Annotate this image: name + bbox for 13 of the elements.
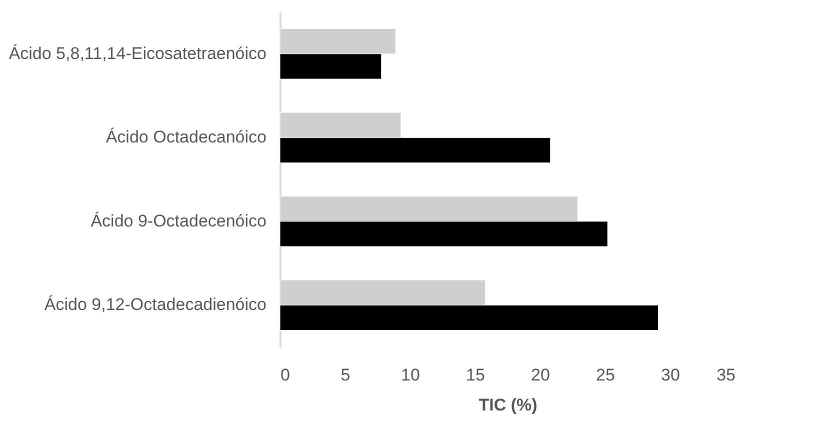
x-tick-label: 30 xyxy=(661,366,680,384)
x-tick-label: 0 xyxy=(280,366,290,384)
x-tick-label: 20 xyxy=(531,366,550,384)
x-tick-label: 35 xyxy=(716,366,736,384)
x-tick-label: 10 xyxy=(401,366,420,384)
x-tick-label: 5 xyxy=(340,366,350,384)
y-tick-label: Ácido 9,12-Octadecadienóico xyxy=(44,295,266,314)
x-tick-label: 25 xyxy=(596,366,615,384)
x-axis-title: TIC (%) xyxy=(478,396,538,414)
y-tick-label: Ácido 9-Octadecenóico xyxy=(90,211,266,230)
y-tick-label: Ácido 5,8,11,14-Eicosatetraenóico xyxy=(8,44,266,63)
x-tick-label: 15 xyxy=(466,366,485,384)
y-tick-label: Ácido Octadecanóico xyxy=(106,128,266,147)
